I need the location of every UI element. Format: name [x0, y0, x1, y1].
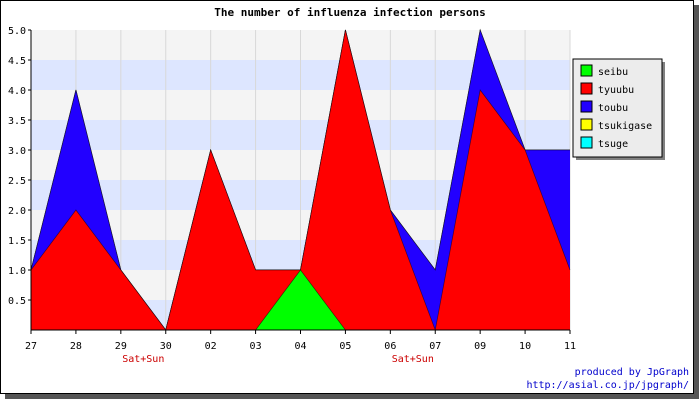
y-tick-label: 1.5 — [8, 236, 26, 247]
y-tick-label: 3.0 — [8, 146, 26, 157]
y-tick-label: 3.5 — [8, 116, 26, 127]
x-tick-label: 11 — [564, 341, 576, 352]
y-tick-label: 2.5 — [8, 176, 26, 187]
legend-swatch-seibu — [580, 64, 593, 77]
x-tick-label: 06 — [384, 341, 396, 352]
x-tick-label: 07 — [429, 341, 441, 352]
y-tick-label: 5.0 — [8, 26, 26, 37]
x-tick-label: 03 — [250, 341, 262, 352]
x-axis-ticks: 27 28 29 30 02 03 04 05 06 07 09 10 11 Sat+Sun Sat+Sun — [25, 330, 576, 365]
x-tick-label: 09 — [474, 341, 486, 352]
frame-shadow-right — [694, 5, 699, 399]
x-tick-label: 04 — [294, 341, 306, 352]
series-areas — [30, 28, 571, 332]
x-tick-label: 10 — [519, 341, 531, 352]
legend-label-tyuubu: tyuubu — [598, 85, 634, 96]
legend-swatch-tsuge — [580, 136, 593, 149]
x-tick-label: 29 — [115, 341, 127, 352]
weekend-label: Sat+Sun — [392, 354, 434, 365]
footer-credit: produced by JpGraph — [575, 367, 689, 378]
legend-label-tsuge: tsuge — [598, 139, 628, 150]
y-axis-ticks: 0.5 1.0 1.5 2.0 2.5 3.0 3.5 4.0 4.5 5.0 — [8, 26, 31, 307]
y-tick-label: 2.0 — [8, 206, 26, 217]
legend-swatch-tsukigase — [580, 118, 593, 131]
legend-label-tsukigase: tsukigase — [598, 121, 652, 132]
y-tick-label: 4.0 — [8, 86, 26, 97]
x-tick-label: 02 — [205, 341, 217, 352]
x-tick-label: 27 — [25, 341, 37, 352]
x-tick-label: 30 — [160, 341, 172, 352]
legend-label-toubu: toubu — [598, 103, 628, 114]
legend-swatch-toubu — [580, 100, 593, 113]
legend-label-seibu: seibu — [598, 67, 628, 78]
footer-url: http://asial.co.jp/jpgraph/ — [526, 380, 689, 391]
y-tick-label: 1.0 — [8, 266, 26, 277]
x-tick-label: 05 — [339, 341, 351, 352]
y-tick-label: 0.5 — [8, 296, 26, 307]
weekend-label: Sat+Sun — [122, 354, 164, 365]
frame-shadow-bottom — [5, 394, 699, 399]
legend: seibu tyuubu toubu tsukigase tsuge — [572, 58, 665, 160]
series-area-seibu — [31, 270, 570, 330]
y-tick-label: 4.5 — [8, 56, 26, 67]
legend-swatch-tyuubu — [580, 82, 593, 95]
x-tick-label: 28 — [70, 341, 82, 352]
chart-title: The number of influenza infection person… — [214, 6, 486, 19]
